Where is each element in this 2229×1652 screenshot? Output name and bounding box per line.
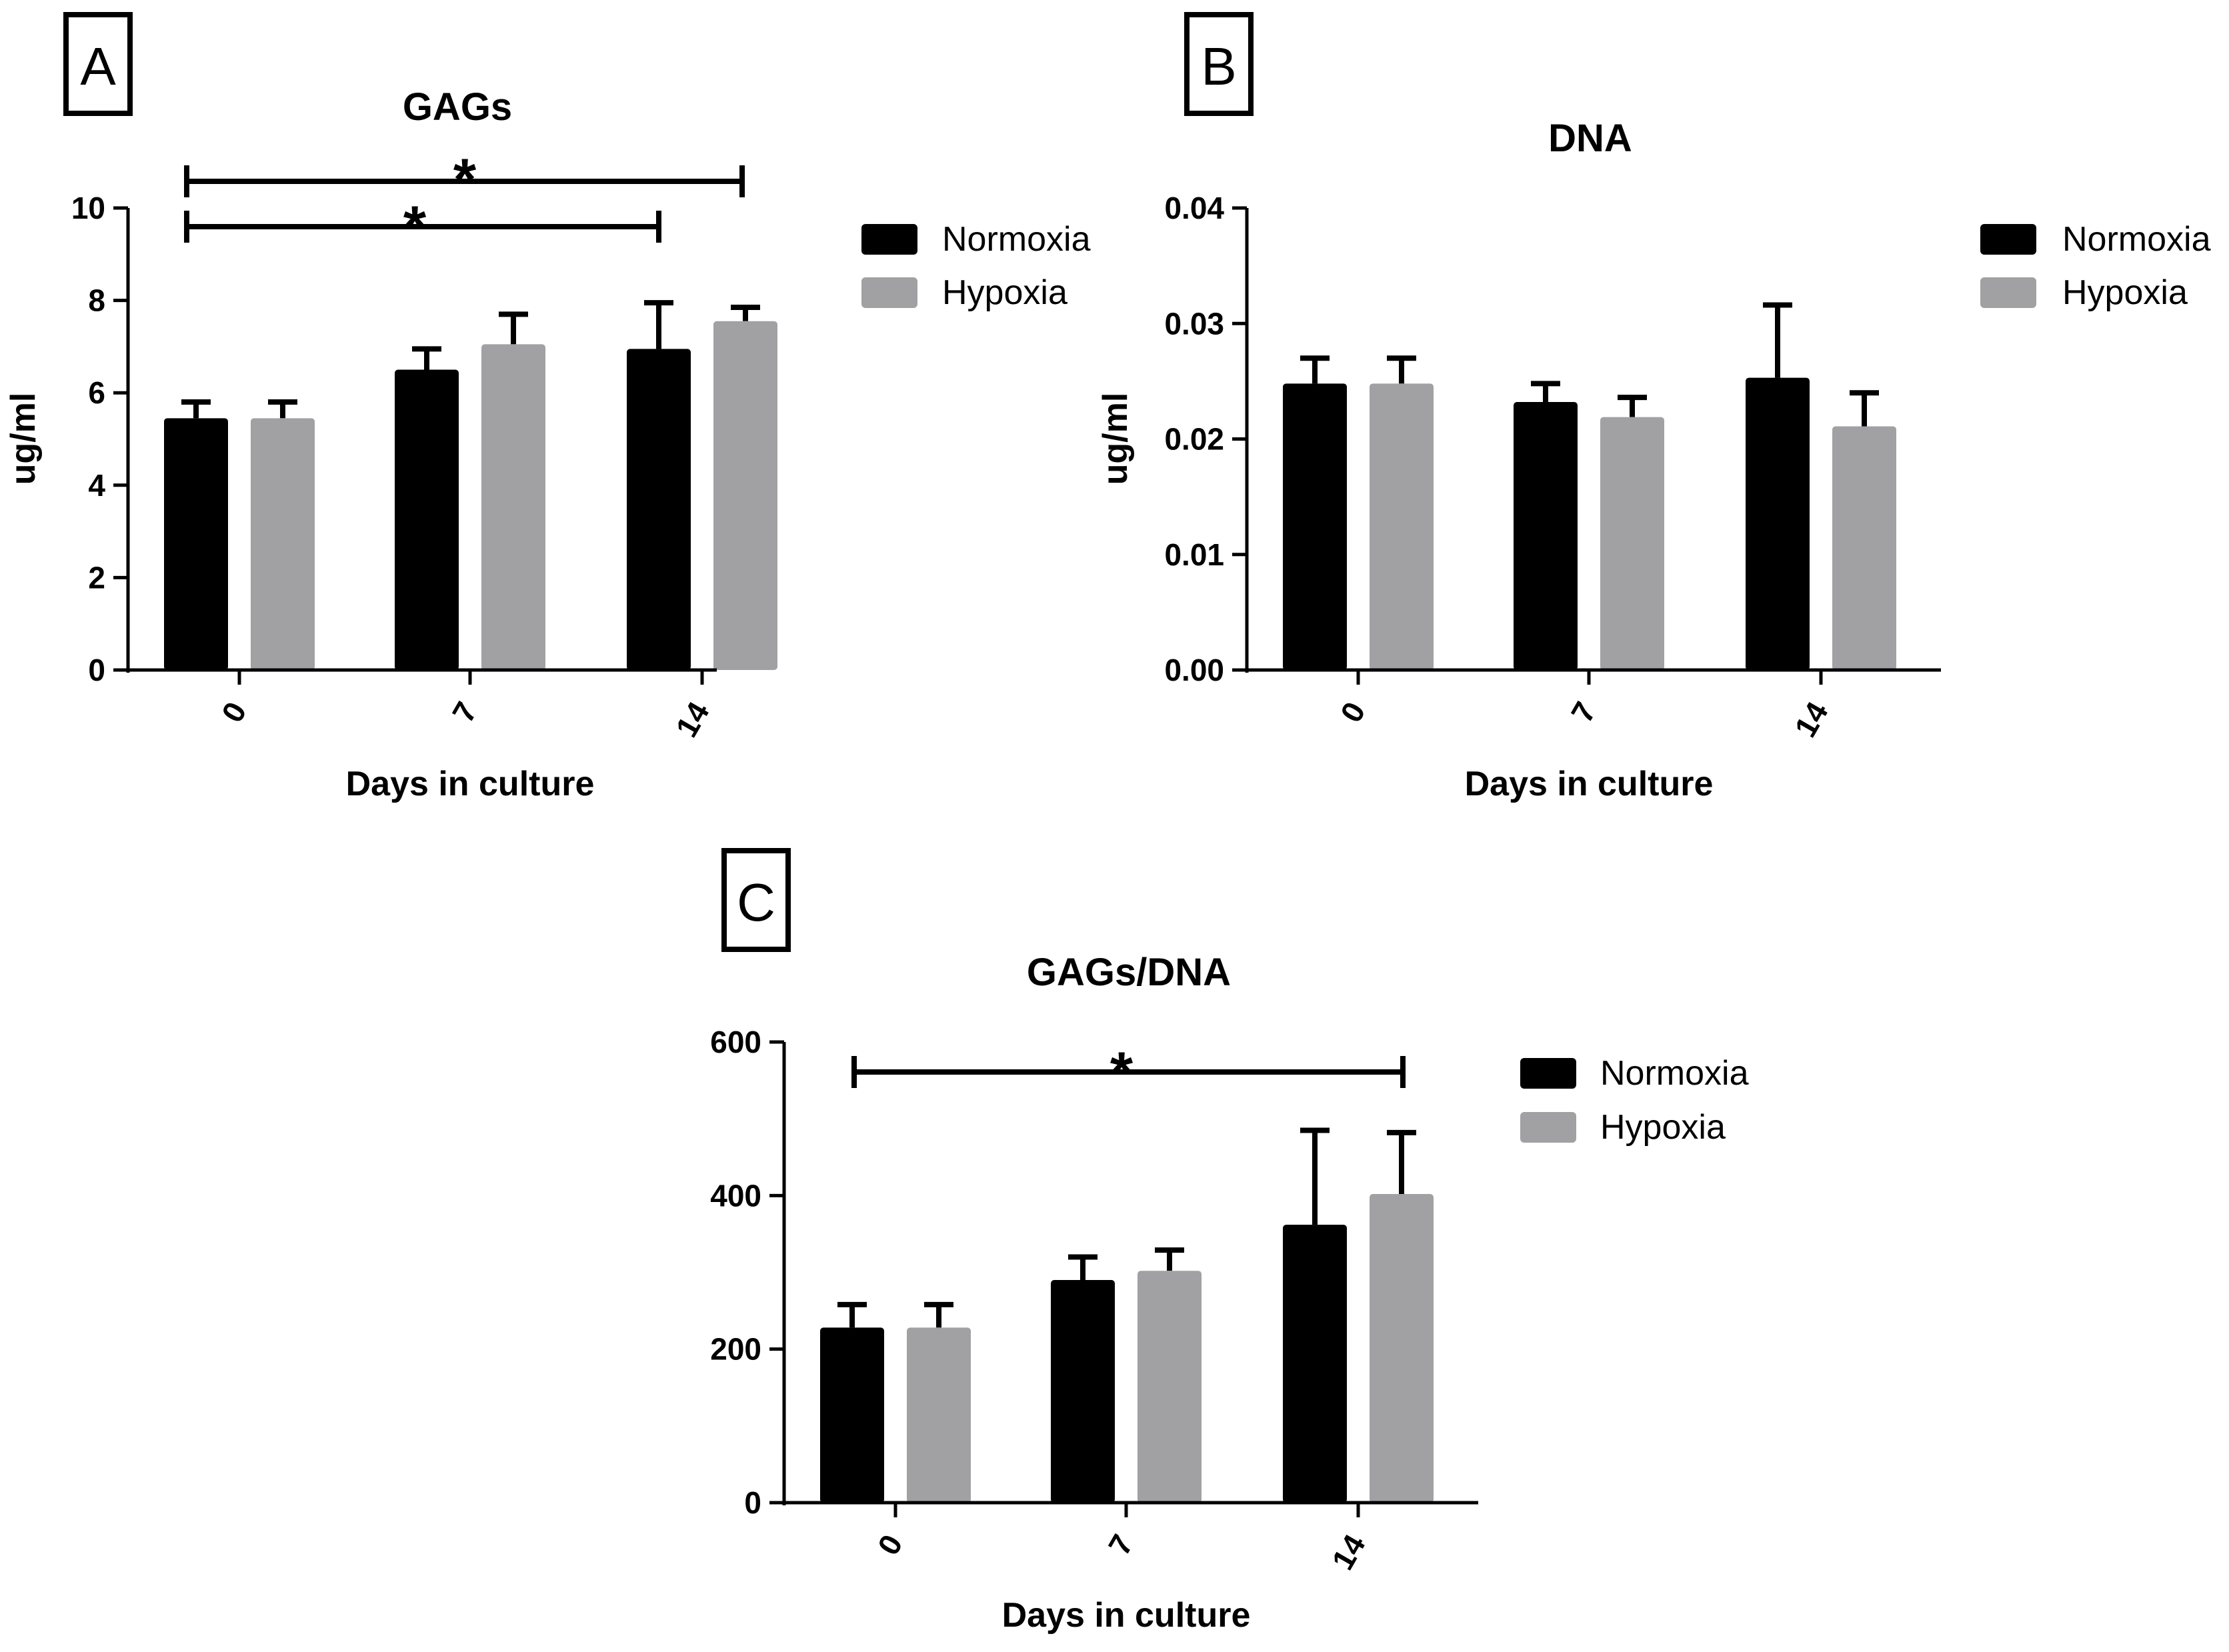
- panel-letter-box: [63, 12, 133, 116]
- x-tick-label: 0: [215, 696, 253, 728]
- y-tick-label: 0: [744, 1485, 761, 1520]
- bar-hypoxia-day-14: [1832, 426, 1896, 670]
- legend-label-normoxia: Normoxia: [2062, 220, 2211, 259]
- y-tick-label: 0.04: [1164, 191, 1224, 225]
- x-tick-label: 14: [669, 696, 716, 743]
- legend-swatch-normoxia: [1520, 1058, 1576, 1089]
- panel-letter-box: [721, 848, 791, 952]
- bar-normoxia-day-0: [820, 1327, 884, 1503]
- panel-b: B DNA 0.00 0.01 0.02 0.03 0.04 0 7 14 Days in cult…: [1096, 12, 2211, 803]
- panel-letter: A: [80, 37, 116, 96]
- y-axis-label: ug/ml: [1096, 393, 1135, 485]
- bar-normoxia-day-0: [164, 418, 228, 670]
- x-axis-label: Days in culture: [1465, 765, 1714, 803]
- bar-hypoxia-day-7: [481, 344, 545, 670]
- chart-title: GAGs/DNA: [1027, 951, 1231, 994]
- legend-label-normoxia: Normoxia: [942, 220, 1091, 259]
- legend-swatch-normoxia: [1980, 224, 2036, 255]
- legend-label-hypoxia: Hypoxia: [2062, 273, 2188, 312]
- bar-normoxia-day-14: [1283, 1225, 1347, 1503]
- x-tick-label: 0: [1334, 696, 1372, 728]
- bar-normoxia-day-7: [395, 369, 459, 670]
- significance-star: *: [403, 193, 427, 259]
- x-axis-label: Days in culture: [346, 765, 595, 803]
- x-tick-label: 14: [1325, 1529, 1372, 1576]
- y-tick-label: 600: [710, 1025, 761, 1059]
- bar-normoxia-day-14: [1746, 377, 1810, 670]
- chart-title: GAGs: [403, 85, 512, 129]
- panel-a: A GAGs 0 2 4 6 8 10 0 7 14 Days in culture ug/ml * * No…: [4, 12, 1091, 803]
- significance-star: *: [1110, 1039, 1134, 1105]
- bar-normoxia-day-0: [1283, 383, 1347, 670]
- y-axis-label: ug/ml: [4, 393, 43, 485]
- y-tick-label: 8: [88, 283, 105, 318]
- x-tick-label: 14: [1788, 696, 1835, 743]
- panel-letter: B: [1201, 37, 1236, 96]
- bar-normoxia-day-7: [1051, 1280, 1115, 1503]
- bar-hypoxia-day-14: [713, 321, 777, 670]
- bar-hypoxia-day-7: [1600, 417, 1664, 670]
- bar-hypoxia-day-0: [1370, 383, 1434, 670]
- bar-normoxia-day-7: [1514, 402, 1578, 670]
- panel-letter: C: [737, 873, 775, 932]
- x-tick-label: 7: [1564, 696, 1603, 728]
- y-tick-label: 2: [88, 560, 105, 595]
- x-tick-label: 7: [1101, 1529, 1140, 1561]
- bar-hypoxia-day-0: [251, 418, 315, 670]
- legend-swatch-hypoxia: [1520, 1112, 1576, 1143]
- y-tick-label: 0: [88, 653, 105, 687]
- x-tick-label: 0: [871, 1529, 909, 1561]
- y-tick-label: 6: [88, 375, 105, 410]
- x-axis-label: Days in culture: [1002, 1596, 1251, 1635]
- x-tick-label: 7: [445, 696, 484, 728]
- y-tick-label: 200: [710, 1332, 761, 1367]
- y-tick-label: 0.01: [1164, 537, 1224, 572]
- panel-c: C GAGs/DNA 0 200 400 600 0 7 14 Days in culture * N…: [710, 848, 1749, 1635]
- legend-label-hypoxia: Hypoxia: [1600, 1108, 1726, 1147]
- y-tick-label: 0.00: [1164, 653, 1224, 687]
- legend-swatch-hypoxia: [861, 277, 917, 308]
- legend-label-normoxia: Normoxia: [1600, 1054, 1749, 1093]
- bar-normoxia-day-14: [627, 349, 691, 670]
- legend-swatch-hypoxia: [1980, 277, 2036, 308]
- bar-hypoxia-day-0: [907, 1327, 971, 1503]
- y-tick-label: 10: [71, 191, 105, 225]
- legend-swatch-normoxia: [861, 224, 917, 255]
- bar-hypoxia-day-7: [1138, 1271, 1202, 1503]
- panel-letter-box: [1184, 12, 1254, 116]
- chart-title: DNA: [1548, 117, 1632, 160]
- y-tick-label: 0.02: [1164, 422, 1224, 457]
- bar-hypoxia-day-14: [1370, 1194, 1434, 1503]
- y-tick-label: 400: [710, 1178, 761, 1213]
- y-tick-label: 0.03: [1164, 306, 1224, 341]
- significance-star: *: [453, 146, 477, 212]
- legend-label-hypoxia: Hypoxia: [942, 273, 1067, 312]
- y-tick-label: 4: [88, 468, 105, 503]
